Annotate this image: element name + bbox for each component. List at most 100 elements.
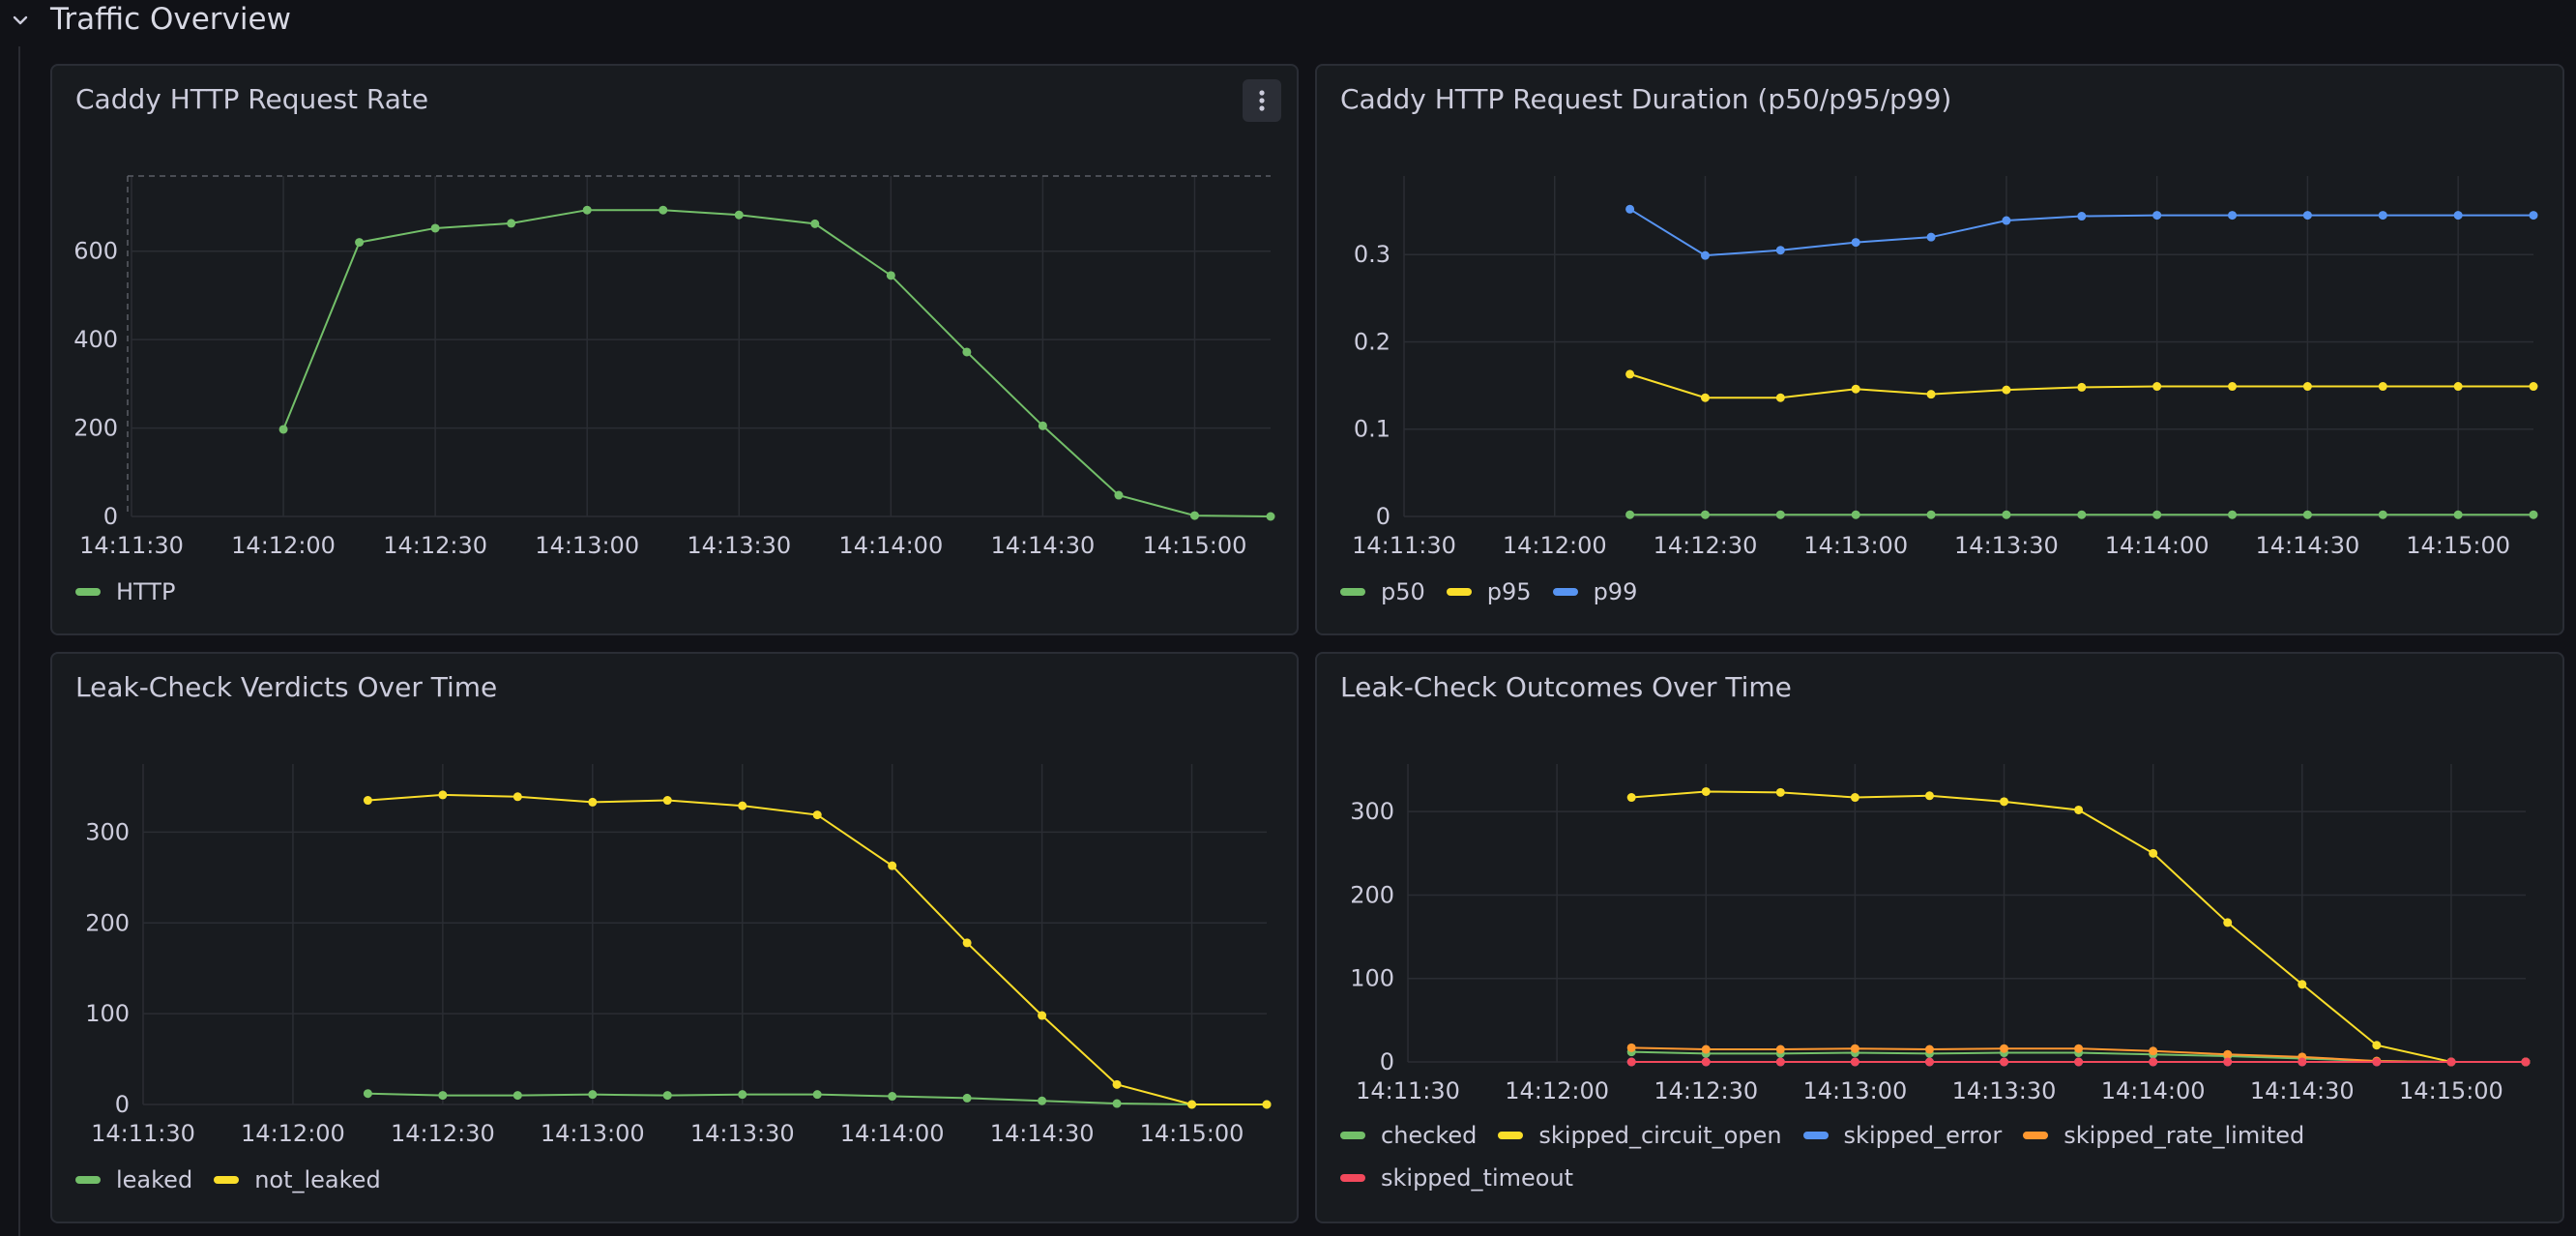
data-point-p99 [1775,246,1785,255]
y-tick-label: 0 [103,503,118,530]
legend-label: leaked [116,1166,193,1193]
legend-label: p99 [1593,578,1638,605]
legend-item-p50[interactable]: p50 [1340,578,1425,605]
legend-item-p99[interactable]: p99 [1552,578,1638,605]
legend-item-skipped_rate_limited[interactable]: skipped_rate_limited [2023,1122,2304,1149]
data-point-HTTP [734,210,744,220]
chart-request-rate[interactable]: 0 200 400 600 14:11:30 14:12:00 14:12:30 14:13:… [52,66,1301,637]
legend-label: skipped_timeout [1381,1164,1574,1192]
legend-item-skipped_timeout[interactable]: skipped_timeout [1340,1164,1573,1192]
data-point-skipped_circuit_open [2298,980,2307,989]
data-point-HTTP [1038,421,1047,430]
data-point-skipped_timeout [2223,1057,2233,1067]
data-point-skipped_timeout [2074,1057,2084,1067]
panel-menu-button[interactable] [1243,79,1281,122]
data-point-leaked [738,1090,747,1100]
x-tick-label: 14:14:30 [991,532,1096,559]
data-point-HTTP [355,238,365,248]
panel-title[interactable]: Caddy HTTP Request Duration (p50/p95/p99… [1340,83,1952,115]
x-tick-label: 14:15:00 [1140,1120,1244,1147]
legend-label: not_leaked [254,1166,381,1193]
data-point-p50 [2002,510,2011,519]
x-tick-label: 14:13:30 [690,1120,795,1147]
series-line-skipped_circuit_open [1631,790,2526,1063]
data-point-p50 [1926,510,1936,519]
data-point-skipped_rate_limited [2074,1044,2084,1053]
legend-item-HTTP[interactable]: HTTP [75,578,175,605]
data-point-skipped_timeout [2372,1057,2382,1067]
y-tick-label: 100 [85,1000,130,1027]
panel-title[interactable]: Leak-Check Verdicts Over Time [75,671,498,703]
chevron-down-icon[interactable] [10,10,31,31]
data-point-leaked [588,1090,598,1100]
data-point-p50 [2453,510,2463,519]
data-point-leaked [512,1091,522,1101]
legend-swatch [1498,1132,1524,1139]
legend-item-not_leaked[interactable]: not_leaked [214,1166,381,1193]
x-tick-label: 14:14:00 [838,532,943,559]
data-point-p95 [2378,382,2387,392]
data-point-p99 [2302,211,2312,221]
panel-title[interactable]: Caddy HTTP Request Rate [75,83,429,115]
data-point-skipped_circuit_open [2000,797,2009,807]
data-point-not_leaked [1112,1079,1122,1089]
data-point-leaked [1038,1096,1047,1105]
data-point-skipped_circuit_open [2074,805,2084,814]
data-point-HTTP [1114,490,1124,500]
data-point-p95 [2077,382,2087,392]
data-point-HTTP [507,219,516,228]
data-point-skipped_circuit_open [1701,786,1711,796]
y-tick-label: 0.3 [1354,241,1390,268]
x-tick-label: 14:13:30 [1952,1077,2057,1104]
legend-item-leaked[interactable]: leaked [75,1166,192,1193]
y-tick-label: 400 [73,326,118,353]
chart-request-duration[interactable]: 0 0.1 0.2 0.3 14:11:30 14:12:00 14:12:30 14:13:… [1317,66,2566,637]
chart-leak-outcomes[interactable]: 0 100 200 300 14:11:30 14:12:00 14:12:30 14:13:… [1317,654,2566,1225]
data-point-skipped_rate_limited [1850,1044,1859,1053]
data-point-HTTP [962,347,972,357]
data-point-not_leaked [1187,1100,1197,1109]
data-point-not_leaked [1262,1100,1272,1109]
legend-swatch [75,588,101,596]
data-point-p50 [2152,510,2162,519]
data-point-p95 [2529,382,2538,392]
data-point-skipped_timeout [1924,1057,1934,1067]
data-point-skipped_circuit_open [1775,787,1785,797]
legend-label: HTTP [116,578,176,605]
legend-item-p95[interactable]: p95 [1446,578,1532,605]
data-point-leaked [812,1090,822,1100]
x-tick-label: 14:12:00 [1505,1077,1609,1104]
legend-item-skipped_error[interactable]: skipped_error [1802,1122,2002,1149]
x-tick-label: 14:14:30 [2256,532,2360,559]
legend-item-skipped_circuit_open[interactable]: skipped_circuit_open [1498,1122,1782,1149]
legend: leaked not_leaked [75,1166,381,1193]
data-point-p50 [2378,510,2387,519]
data-point-p95 [1700,393,1710,402]
x-tick-label: 14:11:30 [1356,1077,1460,1104]
data-point-leaked [962,1093,972,1103]
data-point-p99 [2453,211,2463,221]
panel-title[interactable]: Leak-Check Outcomes Over Time [1340,671,1792,703]
legend-label: skipped_circuit_open [1538,1122,1782,1149]
row-header[interactable]: Traffic Overview [0,0,2576,39]
data-point-skipped_timeout [1701,1057,1711,1067]
legend-swatch [2023,1132,2049,1139]
legend-item-checked[interactable]: checked [1340,1122,1477,1149]
x-tick-label: 14:14:30 [2250,1077,2355,1104]
data-point-skipped_rate_limited [1701,1045,1711,1054]
data-point-p50 [1775,510,1785,519]
data-point-skipped_timeout [2298,1057,2307,1067]
data-point-HTTP [1189,511,1199,520]
data-point-not_leaked [738,801,747,810]
legend-label: p50 [1381,578,1425,605]
y-tick-label: 0.1 [1354,416,1390,443]
chart-leak-verdicts[interactable]: 0 100 200 300 14:11:30 14:12:00 14:12:30 14:13:… [52,654,1301,1225]
y-tick-label: 600 [73,238,118,265]
data-point-HTTP [886,271,895,280]
x-tick-label: 14:11:30 [1352,532,1456,559]
y-tick-label: 0.2 [1354,328,1390,355]
data-point-p99 [2378,211,2387,221]
y-tick-label: 100 [1350,965,1394,992]
legend-swatch [1552,588,1578,596]
data-point-not_leaked [812,810,822,820]
